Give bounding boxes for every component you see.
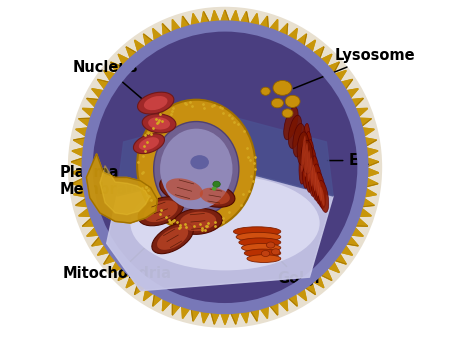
Ellipse shape [239,238,281,247]
Ellipse shape [138,92,174,114]
Ellipse shape [157,227,188,250]
Polygon shape [100,166,149,215]
Ellipse shape [174,209,222,234]
Ellipse shape [315,172,319,196]
Ellipse shape [310,156,320,200]
Ellipse shape [285,95,300,107]
Ellipse shape [302,131,312,188]
Ellipse shape [318,180,328,212]
Ellipse shape [284,107,298,140]
Ellipse shape [293,123,305,157]
Ellipse shape [312,165,316,192]
Ellipse shape [261,250,270,257]
Ellipse shape [139,137,159,150]
Ellipse shape [236,233,281,241]
Ellipse shape [213,181,220,187]
Polygon shape [107,169,333,291]
Ellipse shape [160,129,233,209]
Ellipse shape [160,175,209,204]
Ellipse shape [195,185,235,207]
Polygon shape [117,115,333,196]
Ellipse shape [166,178,203,200]
Ellipse shape [234,227,281,236]
Ellipse shape [282,109,293,118]
Ellipse shape [301,136,306,172]
Text: ER: ER [328,153,369,168]
Text: Lysosome: Lysosome [293,48,415,89]
Ellipse shape [299,123,310,184]
Ellipse shape [200,188,230,204]
Ellipse shape [304,143,308,177]
Ellipse shape [148,117,170,129]
Ellipse shape [138,197,184,226]
Ellipse shape [212,187,216,191]
Ellipse shape [266,242,275,248]
Ellipse shape [144,96,167,110]
Ellipse shape [308,148,317,196]
Ellipse shape [261,87,270,95]
Ellipse shape [318,179,322,201]
Text: Nucleus: Nucleus [73,60,182,134]
Ellipse shape [301,140,313,174]
Ellipse shape [190,155,209,169]
Ellipse shape [320,187,324,206]
Ellipse shape [315,172,326,209]
Ellipse shape [242,243,281,252]
Polygon shape [71,10,379,324]
Ellipse shape [142,114,176,133]
Ellipse shape [180,212,216,231]
Ellipse shape [144,200,178,222]
Ellipse shape [87,26,363,309]
Ellipse shape [130,176,320,270]
Ellipse shape [244,249,281,257]
Ellipse shape [271,98,284,108]
Ellipse shape [137,100,256,232]
Ellipse shape [288,115,302,148]
Text: Plasma
Membrane: Plasma Membrane [59,165,148,202]
Ellipse shape [133,134,165,153]
Ellipse shape [154,122,239,216]
Text: Golgi: Golgi [259,239,320,286]
Ellipse shape [310,158,313,187]
Ellipse shape [305,140,315,192]
Ellipse shape [297,132,309,166]
Ellipse shape [307,150,310,182]
Polygon shape [86,154,158,223]
Ellipse shape [271,249,280,255]
Ellipse shape [313,164,323,204]
Ellipse shape [68,7,382,328]
Ellipse shape [152,223,194,254]
Polygon shape [71,10,379,324]
Text: Mitochondria: Mitochondria [63,223,172,281]
Ellipse shape [247,255,281,262]
Ellipse shape [273,80,292,95]
